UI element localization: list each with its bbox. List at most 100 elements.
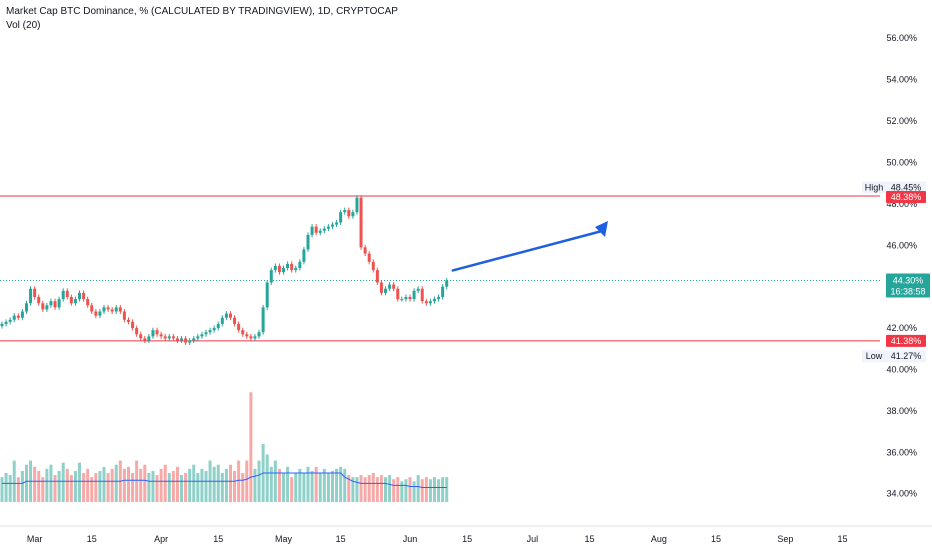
volume-indicator-label[interactable]: Vol (20) [6, 20, 41, 31]
volume-bar [212, 466, 216, 502]
low-line-label: 41.38% [891, 336, 922, 346]
volume-bar [363, 477, 367, 502]
candle-body [204, 332, 208, 335]
volume-bar [412, 481, 416, 502]
horizontal-levels[interactable] [0, 195, 880, 342]
volume-bar [171, 470, 175, 502]
candle-body [290, 263, 294, 271]
candle-body [180, 338, 184, 341]
candle-body [175, 338, 179, 341]
candle-body [94, 311, 98, 316]
candle-body [131, 321, 135, 329]
volume-bar [445, 477, 449, 502]
volume-bar [24, 464, 28, 502]
candle-body [396, 288, 400, 300]
last-price-label: 44.30% [893, 275, 924, 285]
volume-bar [330, 470, 334, 502]
y-tick-label: 48.00% [886, 199, 917, 209]
candle-body [208, 330, 212, 333]
volume-bar [200, 468, 204, 502]
volume-bar [78, 462, 82, 502]
candle-body [200, 334, 204, 337]
x-tick-label: Jul [527, 534, 539, 544]
candle-body [249, 336, 253, 339]
volume-bar [359, 475, 363, 502]
high-line-label-box [886, 190, 926, 203]
volume-bar [12, 460, 16, 502]
candle-body [400, 299, 404, 301]
volume-bar [4, 473, 8, 502]
volume-bar [175, 466, 179, 502]
trend-arrow-icon[interactable] [451, 221, 608, 272]
volume-bar [69, 475, 73, 502]
candle-body [245, 334, 249, 337]
candle-body [167, 336, 171, 339]
volume-bar [241, 473, 245, 502]
volume-bar [416, 475, 420, 502]
volume-bar [45, 468, 49, 502]
high-tag: High [865, 183, 884, 193]
volume-ma-polyline [2, 472, 447, 489]
x-axis[interactable]: Mar 15 Apr 15 May 15 Jun 15 Jul 15 Aug 15 Sep 15 [0, 525, 932, 544]
volume-bar [216, 464, 220, 502]
volume-bar [102, 466, 106, 502]
x-tick-label: 15 [585, 534, 595, 544]
volume-bar [441, 477, 445, 502]
candle-body [139, 334, 143, 339]
x-tick-label: 15 [462, 534, 472, 544]
candle-body [188, 340, 192, 343]
volume-bar [237, 460, 241, 502]
volume-bar [196, 473, 200, 502]
candle-body [57, 299, 61, 308]
volume-bar [314, 466, 318, 502]
volume-bar [249, 392, 253, 502]
volume-bar [204, 470, 208, 502]
x-tick-label: Jun [403, 534, 418, 544]
volume-bar [73, 470, 77, 502]
candle-body [12, 315, 16, 320]
candle-body [151, 330, 155, 337]
low-tag-box [862, 350, 886, 363]
volume-bar [188, 468, 192, 502]
candle-body [392, 284, 396, 289]
candle-body [118, 307, 122, 312]
candle-body [78, 292, 82, 300]
last-price-box [886, 273, 930, 298]
volume-bar [184, 473, 188, 502]
volume-bar [131, 473, 135, 502]
candle-body [212, 328, 216, 331]
volume-bar [335, 468, 339, 502]
candle-body [306, 234, 310, 250]
volume-bar [37, 470, 41, 502]
candle-body [143, 338, 147, 341]
volume-bar [41, 477, 45, 502]
high-value-label-box [886, 181, 926, 194]
volume-bar [347, 475, 351, 502]
candle-body [224, 313, 228, 318]
candle-body [379, 282, 383, 293]
candle-body [53, 301, 57, 308]
volume-bar [167, 473, 171, 502]
candle-body [171, 336, 175, 339]
candle-body [359, 197, 363, 248]
candle-body [110, 309, 114, 312]
volume-bar [392, 479, 396, 502]
y-tick-label: 42.00% [886, 323, 917, 333]
candle-body [90, 305, 94, 312]
volume-bar [310, 470, 314, 502]
volume-bar [106, 473, 110, 502]
candle-body [196, 336, 200, 339]
x-tick-label: Aug [651, 534, 667, 544]
volume-bar [318, 473, 322, 502]
volume-bar [343, 468, 347, 502]
y-tick-label: 34.00% [886, 489, 917, 499]
volume-bar [8, 475, 12, 502]
volume-bar [277, 468, 281, 502]
volume-bar [424, 477, 428, 502]
volume-bar [159, 468, 163, 502]
candle-body [216, 323, 220, 329]
volume-bar [135, 460, 139, 502]
volume-bar [290, 477, 294, 502]
